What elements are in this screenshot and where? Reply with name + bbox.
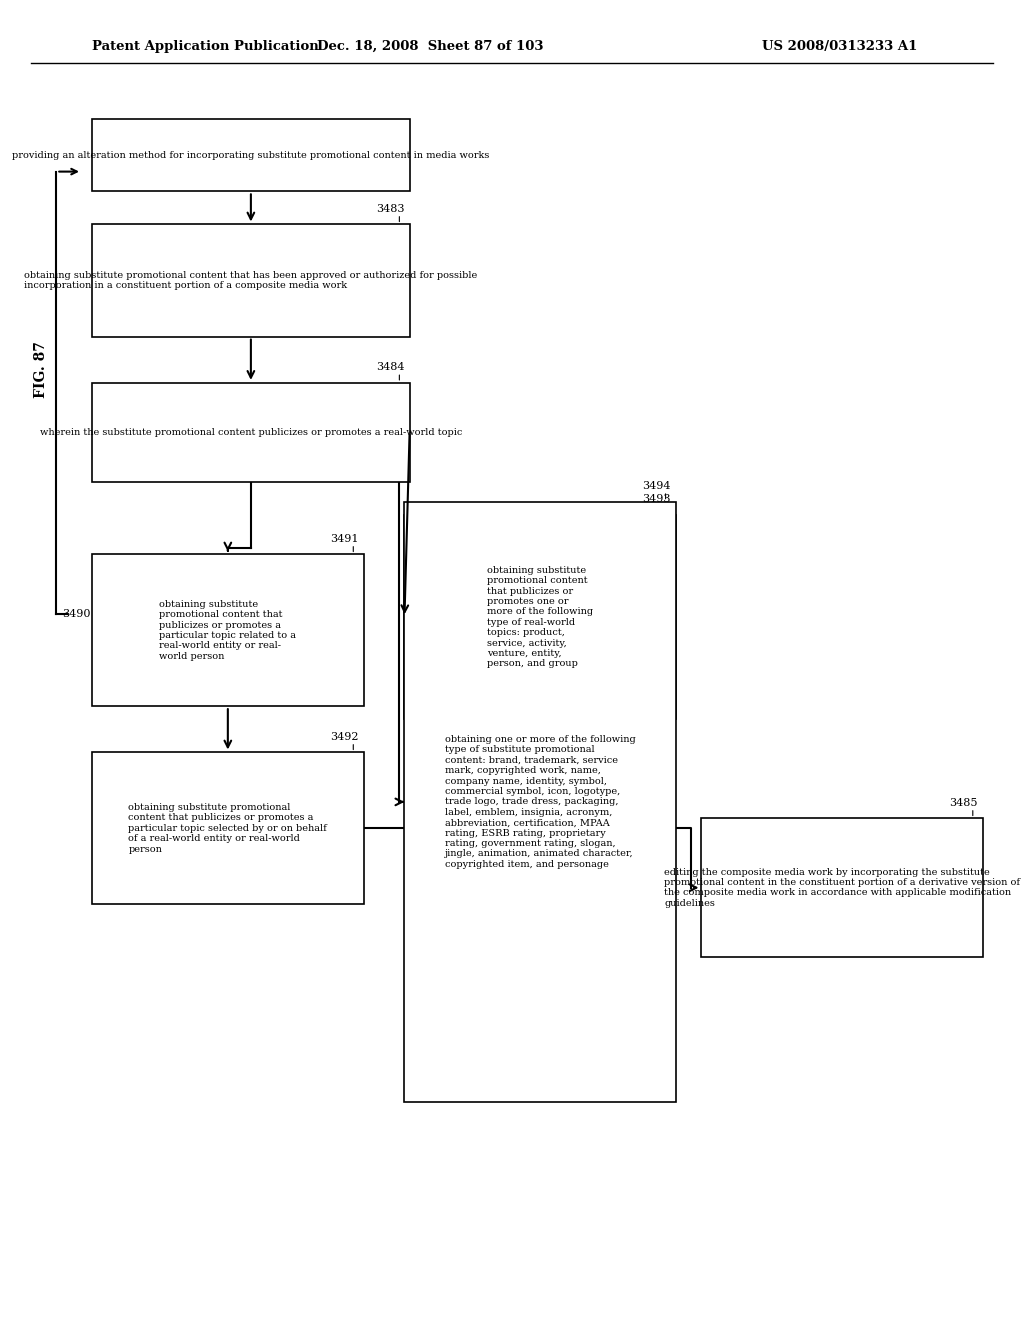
Text: providing an alteration method for incorporating substitute promotional content : providing an alteration method for incor… (12, 150, 489, 160)
FancyBboxPatch shape (92, 224, 410, 337)
FancyBboxPatch shape (92, 383, 410, 482)
Text: obtaining substitute
promotional content that
publicizes or promotes a
particula: obtaining substitute promotional content… (160, 599, 296, 661)
Text: US 2008/0313233 A1: US 2008/0313233 A1 (762, 40, 918, 53)
Text: wherein the substitute promotional content publicizes or promotes a real-world t: wherein the substitute promotional conte… (40, 428, 462, 437)
Text: 3492: 3492 (330, 731, 358, 742)
FancyBboxPatch shape (701, 818, 983, 957)
FancyBboxPatch shape (92, 554, 364, 706)
Text: obtaining substitute
promotional content
that publicizes or
promotes one or
more: obtaining substitute promotional content… (487, 566, 593, 668)
FancyBboxPatch shape (92, 752, 364, 904)
Text: 3491: 3491 (330, 533, 358, 544)
FancyBboxPatch shape (404, 502, 676, 1102)
Text: obtaining one or more of the following
type of substitute promotional
content: b: obtaining one or more of the following t… (444, 735, 636, 869)
Text: 3494: 3494 (642, 480, 671, 491)
Text: 3485: 3485 (949, 797, 978, 808)
Text: 3483: 3483 (376, 203, 404, 214)
Text: Dec. 18, 2008  Sheet 87 of 103: Dec. 18, 2008 Sheet 87 of 103 (316, 40, 544, 53)
Text: obtaining substitute promotional
content that publicizes or promotes a
particula: obtaining substitute promotional content… (128, 803, 328, 854)
Text: FIG. 87: FIG. 87 (34, 341, 48, 399)
Text: obtaining substitute promotional content that has been approved or authorized fo: obtaining substitute promotional content… (25, 271, 477, 290)
Text: editing the composite media work by incorporating the substitute promotional con: editing the composite media work by inco… (665, 867, 1020, 908)
Text: 3493: 3493 (642, 494, 671, 504)
Text: 3490: 3490 (62, 609, 91, 619)
Text: 3484: 3484 (376, 362, 404, 372)
Text: Patent Application Publication: Patent Application Publication (92, 40, 318, 53)
FancyBboxPatch shape (92, 119, 410, 191)
FancyBboxPatch shape (404, 515, 676, 719)
